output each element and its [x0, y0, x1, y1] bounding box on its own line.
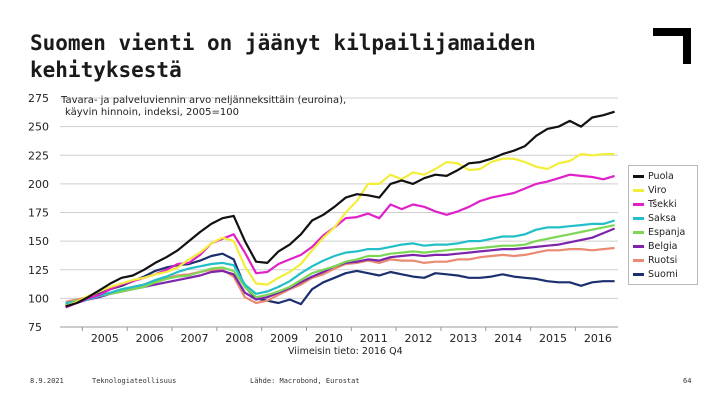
- chart-title-line-1: Tavara- ja palveluviennin arvo neljännek…: [60, 95, 346, 106]
- x-tick-label: 2007: [180, 332, 208, 345]
- series-line-saksa: [65, 219, 615, 305]
- legend-swatch: [633, 245, 644, 248]
- x-tick-label: 2015: [539, 332, 567, 345]
- legend-item-ruotsi: Ruotsi: [633, 254, 677, 267]
- legend-label: Suomi: [648, 269, 678, 280]
- y-tick-label: 100: [28, 292, 49, 305]
- x-tick-label: 2013: [449, 332, 477, 345]
- x-tick-label: 2010: [315, 332, 343, 345]
- legend-swatch: [633, 231, 644, 234]
- y-tick-label: 125: [28, 264, 49, 277]
- y-tick-label: 175: [28, 207, 49, 220]
- legend-label: Saksa: [648, 213, 677, 224]
- legend-item-viro: Viro: [633, 184, 666, 197]
- series-line-espanja: [65, 224, 615, 306]
- legend-label: Viro: [648, 185, 667, 196]
- legend-item-suomi: Suomi: [633, 268, 678, 281]
- brand-logo: [653, 28, 691, 64]
- chart-legend: Puola Viro Tšekki Saksa Espanja Belgia Ruotsi S…: [628, 165, 698, 285]
- series-line-puola: [65, 110, 615, 308]
- footer-source: Lähde: Macrobond, Eurostat: [250, 377, 360, 385]
- y-tick-label: 200: [28, 178, 49, 191]
- x-tick-label: 2005: [91, 332, 119, 345]
- chart-title-line-2: käyvin hinnoin, indeksi, 2005=100: [65, 107, 239, 118]
- series-line-viro: [65, 153, 615, 308]
- legend-item-saksa: Saksa: [633, 212, 676, 225]
- legend-item-espanja: Espanja: [633, 226, 685, 239]
- x-tick-label: 2006: [136, 332, 164, 345]
- y-tick-label: 150: [28, 235, 49, 248]
- chart-background: [28, 90, 620, 362]
- slide-title: Suomen vienti on jäänyt kilpailijamaiden…: [30, 31, 536, 82]
- legend-label: Tšekki: [648, 199, 677, 210]
- x-tick-label: 2011: [360, 332, 388, 345]
- legend-label: Puola: [648, 171, 674, 182]
- legend-item-puola: Puola: [633, 170, 674, 183]
- footer-organization: Teknologiateollisuus: [92, 377, 177, 385]
- axis-ticks: 75 100 125 150 175 200 225 250 275 2005 2006 2007 20…: [28, 92, 618, 345]
- legend-swatch: [633, 175, 644, 178]
- export-index-chart: 75 100 125 150 175 200 225 250 275 2005 2006 2007 20…: [28, 90, 620, 362]
- x-tick-label: 2014: [494, 332, 522, 345]
- footer-date: 8.9.2021: [30, 377, 64, 385]
- x-tick-label: 2008: [225, 332, 253, 345]
- page-number: 64: [683, 377, 692, 385]
- y-tick-label: 225: [28, 149, 49, 162]
- y-tick-label: 250: [28, 121, 49, 134]
- legend-swatch: [633, 203, 644, 206]
- x-tick-label: 2012: [405, 332, 433, 345]
- x-tick-label: 2016: [584, 332, 612, 345]
- legend-swatch: [633, 259, 644, 262]
- legend-label: Ruotsi: [648, 255, 678, 266]
- legend-swatch: [633, 189, 644, 192]
- chart-note: Viimeisin tieto: 2016 Q4: [288, 346, 403, 357]
- legend-item-tšekki: Tšekki: [633, 198, 677, 211]
- x-tick-label: 2009: [270, 332, 298, 345]
- series-lines: [65, 110, 616, 309]
- legend-swatch: [633, 273, 644, 276]
- legend-item-belgia: Belgia: [633, 240, 678, 253]
- legend-swatch: [633, 217, 644, 220]
- y-tick-label: 75: [28, 321, 42, 334]
- series-line-suomi: [65, 252, 615, 306]
- y-tick-label: 275: [28, 92, 49, 105]
- legend-label: Espanja: [648, 227, 686, 238]
- legend-label: Belgia: [648, 241, 678, 252]
